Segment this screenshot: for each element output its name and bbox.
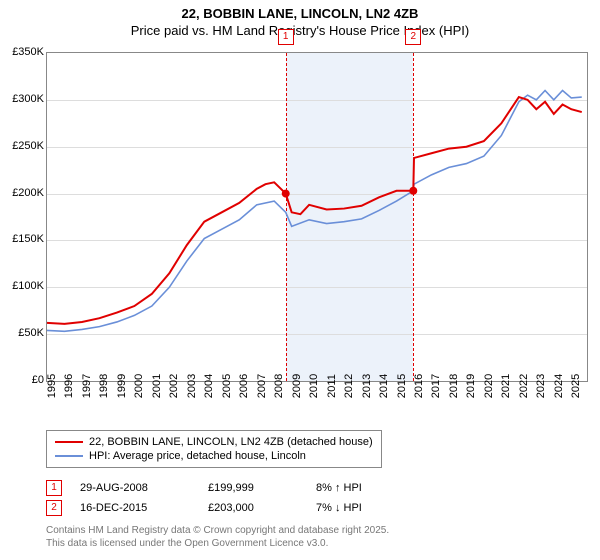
y-tick-label: £100K — [0, 280, 44, 292]
x-tick-label: 1999 — [116, 374, 128, 398]
sale-price: £203,000 — [208, 502, 298, 514]
x-tick-label: 2005 — [221, 374, 233, 398]
x-tick-label: 2014 — [378, 374, 390, 398]
x-tick-label: 1995 — [46, 374, 58, 398]
x-tick-label: 2004 — [203, 374, 215, 398]
y-tick-label: £50K — [0, 327, 44, 339]
x-tick-label: 2009 — [291, 374, 303, 398]
footer-line-1: Contains HM Land Registry data © Crown c… — [46, 524, 389, 537]
x-tick-label: 2000 — [133, 374, 145, 398]
x-tick-label: 2018 — [448, 374, 460, 398]
x-tick-label: 2025 — [570, 374, 582, 398]
plot-area: 12 — [46, 52, 588, 382]
x-tick-label: 2013 — [361, 374, 373, 398]
legend-swatch — [55, 441, 83, 443]
series-line — [47, 90, 582, 331]
title-block: 22, BOBBIN LANE, LINCOLN, LN2 4ZB Price … — [0, 0, 600, 40]
legend-label: HPI: Average price, detached house, Linc… — [89, 450, 306, 462]
line-series-svg — [47, 53, 587, 381]
sale-date: 29-AUG-2008 — [80, 482, 190, 494]
legend-item: 22, BOBBIN LANE, LINCOLN, LN2 4ZB (detac… — [55, 435, 373, 449]
x-tick-label: 2010 — [308, 374, 320, 398]
sale-vs-hpi: 8% ↑ HPI — [316, 482, 362, 494]
y-tick-label: £150K — [0, 233, 44, 245]
sales-table: 1 29-AUG-2008 £199,999 8% ↑ HPI 2 16-DEC-2015… — [46, 478, 362, 518]
sale-row: 1 29-AUG-2008 £199,999 8% ↑ HPI — [46, 478, 362, 498]
sale-price: £199,999 — [208, 482, 298, 494]
sale-row: 2 16-DEC-2015 £203,000 7% ↓ HPI — [46, 498, 362, 518]
series-line — [47, 97, 582, 324]
sale-marker-box: 2 — [405, 29, 421, 45]
y-tick-label: £200K — [0, 187, 44, 199]
sale-row-marker: 1 — [46, 480, 62, 496]
x-tick-label: 2006 — [238, 374, 250, 398]
x-tick-label: 2017 — [430, 374, 442, 398]
x-tick-label: 1998 — [98, 374, 110, 398]
legend-swatch — [55, 455, 83, 457]
title-line-2: Price paid vs. HM Land Registry's House … — [0, 23, 600, 40]
y-tick-label: £350K — [0, 46, 44, 58]
x-tick-label: 1996 — [63, 374, 75, 398]
chart-container: 22, BOBBIN LANE, LINCOLN, LN2 4ZB Price … — [0, 0, 600, 560]
y-tick-label: £0 — [0, 374, 44, 386]
x-tick-label: 2016 — [413, 374, 425, 398]
x-tick-label: 2003 — [186, 374, 198, 398]
y-tick-label: £300K — [0, 93, 44, 105]
x-tick-label: 2015 — [396, 374, 408, 398]
y-tick-label: £250K — [0, 140, 44, 152]
x-tick-label: 2001 — [151, 374, 163, 398]
x-tick-label: 2020 — [483, 374, 495, 398]
x-tick-label: 2019 — [465, 374, 477, 398]
footer-line-2: This data is licensed under the Open Gov… — [46, 537, 389, 550]
x-tick-label: 2022 — [518, 374, 530, 398]
x-tick-label: 2008 — [273, 374, 285, 398]
x-tick-label: 2021 — [500, 374, 512, 398]
sale-dot — [409, 187, 417, 195]
footer-attribution: Contains HM Land Registry data © Crown c… — [46, 524, 389, 550]
x-tick-label: 1997 — [81, 374, 93, 398]
x-tick-label: 2012 — [343, 374, 355, 398]
title-line-1: 22, BOBBIN LANE, LINCOLN, LN2 4ZB — [0, 6, 600, 23]
x-tick-label: 2023 — [535, 374, 547, 398]
sale-marker-box: 1 — [278, 29, 294, 45]
sale-dot — [282, 190, 290, 198]
legend-item: HPI: Average price, detached house, Linc… — [55, 449, 373, 463]
x-tick-label: 2011 — [326, 374, 338, 398]
sale-vs-hpi: 7% ↓ HPI — [316, 502, 362, 514]
legend-label: 22, BOBBIN LANE, LINCOLN, LN2 4ZB (detac… — [89, 436, 373, 448]
sale-row-marker: 2 — [46, 500, 62, 516]
legend: 22, BOBBIN LANE, LINCOLN, LN2 4ZB (detac… — [46, 430, 382, 468]
x-tick-label: 2002 — [168, 374, 180, 398]
x-tick-label: 2007 — [256, 374, 268, 398]
x-tick-label: 2024 — [553, 374, 565, 398]
sale-date: 16-DEC-2015 — [80, 502, 190, 514]
